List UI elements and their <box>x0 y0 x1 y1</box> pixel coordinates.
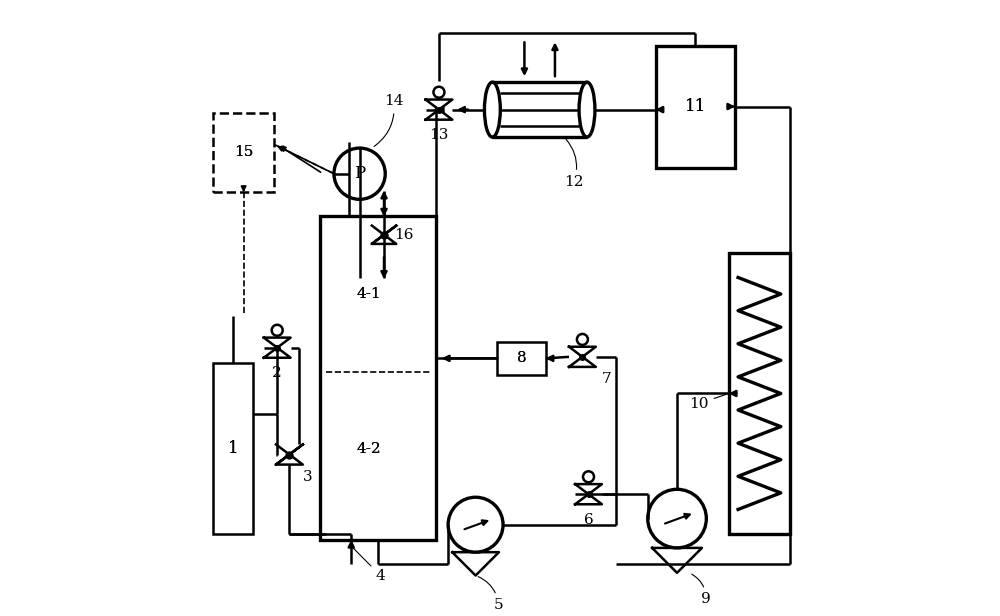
Text: 1: 1 <box>228 440 238 457</box>
Text: 15: 15 <box>234 145 253 160</box>
Text: 10: 10 <box>689 394 726 410</box>
Text: 11: 11 <box>685 98 706 115</box>
Text: 11: 11 <box>685 98 706 115</box>
Text: 4: 4 <box>353 548 385 583</box>
Text: 3: 3 <box>303 470 313 484</box>
Bar <box>497 342 546 375</box>
Text: 14: 14 <box>374 94 404 147</box>
Text: 4-2: 4-2 <box>356 442 381 456</box>
Text: 9: 9 <box>692 574 711 606</box>
Text: 16: 16 <box>394 228 413 241</box>
Text: 4-1: 4-1 <box>356 287 381 301</box>
Bar <box>213 113 274 192</box>
Text: 5: 5 <box>478 577 504 612</box>
Text: 1: 1 <box>228 440 238 457</box>
Text: 2: 2 <box>272 366 282 380</box>
Text: 4-1: 4-1 <box>356 287 381 301</box>
Bar <box>320 216 436 540</box>
Text: 8: 8 <box>517 351 526 365</box>
Bar <box>213 363 253 534</box>
Text: 6: 6 <box>584 513 593 527</box>
Bar <box>729 253 790 534</box>
Text: 12: 12 <box>564 139 584 189</box>
Text: 4-2: 4-2 <box>356 442 381 456</box>
Text: 7: 7 <box>602 372 612 386</box>
Text: 13: 13 <box>429 128 449 142</box>
Text: 8: 8 <box>517 351 526 365</box>
Text: 15: 15 <box>234 145 253 160</box>
Text: P: P <box>354 165 365 182</box>
Bar <box>656 46 735 168</box>
